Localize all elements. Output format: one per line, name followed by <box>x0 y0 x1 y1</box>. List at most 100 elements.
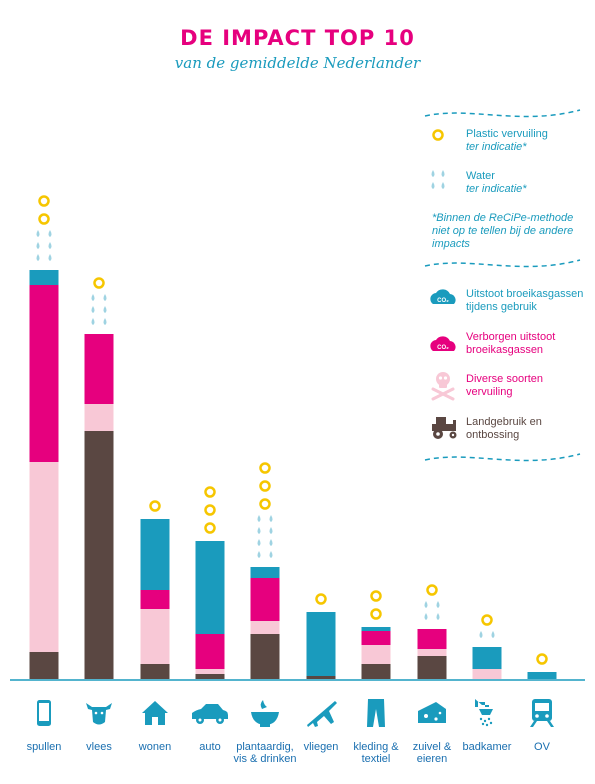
plastic-ring-1-0 <box>93 277 105 289</box>
plastic-ring-0-1 <box>38 195 50 207</box>
bar-segment-6-2 <box>361 631 391 645</box>
bar-segment-5-3 <box>306 612 336 676</box>
bar-segment-3-3 <box>195 541 225 634</box>
legend-divider-top <box>424 109 581 118</box>
water-drop-0-1-0 <box>36 242 40 249</box>
water-drop-1-0-0 <box>91 318 95 325</box>
category-label-line: kleding & <box>353 741 399 753</box>
bar-segment-2-1 <box>140 609 170 664</box>
water-drop-8-0-1 <box>491 631 495 638</box>
water-drop-1-2-0 <box>91 294 95 301</box>
plastic-ring-3-0 <box>204 522 216 534</box>
category-label-line: plantaardig, <box>236 741 294 753</box>
category-label-1: vlees <box>64 741 134 753</box>
legend-water: Water ter indicatie* <box>466 170 527 196</box>
page-subtitle: van de gemiddelde Nederlander <box>174 54 421 72</box>
category-label-line: vlees <box>86 741 112 753</box>
legend-land-icon <box>432 417 457 439</box>
water-drop-4-0-0 <box>257 551 261 558</box>
bar-segment-3-1 <box>195 669 225 674</box>
bar-segment-0-1 <box>29 462 59 652</box>
shower-icon <box>475 699 493 727</box>
bar-segment-1-0 <box>84 431 114 679</box>
bar-segment-8-1 <box>472 669 502 679</box>
trousers-icon <box>367 699 385 727</box>
category-label-line: vis & drinken <box>233 753 297 765</box>
legend-plastic-icon <box>432 129 444 141</box>
legend-pollution-icon <box>431 372 455 401</box>
house-icon <box>142 701 168 725</box>
plastic-ring-3-2 <box>204 486 216 498</box>
plastic-ring-4-2 <box>259 462 271 474</box>
category-label-0: spullen <box>9 741 79 753</box>
plastic-ring-6-1 <box>370 590 382 602</box>
legend-pollution-label: Diverse soorten vervuiling <box>466 373 544 398</box>
water-drop-7-0-1 <box>436 613 440 620</box>
bar-segment-4-1 <box>250 621 280 634</box>
page-title: DE IMPACT TOP 10 <box>180 26 415 50</box>
legend-land-label: Landgebruik en ontbossing <box>466 416 542 441</box>
category-label-5: vliegen <box>286 741 356 753</box>
category-label-line: OV <box>534 741 550 753</box>
bar-segment-3-2 <box>195 634 225 669</box>
bar-segment-0-0 <box>29 652 59 679</box>
bar-area <box>29 270 557 679</box>
water-drop-1-2-1 <box>103 294 107 301</box>
water-drop-0-0-1 <box>48 254 52 261</box>
water-drop-4-1-1 <box>269 539 273 546</box>
water-drop-8-0-0 <box>479 631 483 638</box>
category-label-3: auto <box>175 741 245 753</box>
bar-segment-4-0 <box>250 634 280 679</box>
cow-icon <box>86 703 112 725</box>
bar-segment-0-2 <box>29 285 59 462</box>
legend-co2-hidden-icon: CO₂ <box>430 336 456 351</box>
category-label-line: zuivel & <box>412 741 452 753</box>
legend-footnote: *Binnen de ReCiPe-methode niet op te tel… <box>432 212 574 250</box>
category-label-6: kleding & textiel <box>341 741 411 765</box>
water-drop-7-1-1 <box>436 601 440 608</box>
category-label-9: OV <box>507 741 577 753</box>
bar-segment-5-0 <box>306 676 336 679</box>
water-drop-4-2-0 <box>257 527 261 534</box>
category-label-line: auto <box>199 741 221 753</box>
water-drop-4-1-0 <box>257 539 261 546</box>
legend-co2-hidden-label: Verborgen uitstoot broeikasgassen <box>466 331 556 356</box>
plastic-ring-8-0 <box>481 614 493 626</box>
svg-text:CO₂: CO₂ <box>437 345 449 351</box>
category-label-4: plantaardig, vis & drinken <box>230 741 300 765</box>
legend-plastic: Plastic vervuiling ter indicatie* <box>466 128 548 154</box>
water-drop-1-1-0 <box>91 306 95 313</box>
bar-segment-6-0 <box>361 664 391 679</box>
plastic-ring-7-0 <box>426 584 438 596</box>
category-label-8: badkamer <box>452 741 522 753</box>
bar-segment-7-1 <box>417 649 447 656</box>
category-label-line: vliegen <box>303 741 339 753</box>
airplane-icon <box>307 701 337 727</box>
water-drop-4-3-1 <box>269 515 273 522</box>
plastic-ring-0-0 <box>38 213 50 225</box>
category-label-2: wonen <box>120 741 190 753</box>
category-label-line: eieren <box>416 753 448 765</box>
plastic-ring-9-0 <box>536 653 548 665</box>
water-drop-0-2-0 <box>36 230 40 237</box>
train-icon <box>530 699 554 727</box>
bar-segment-8-3 <box>472 647 502 669</box>
water-drop-0-0-0 <box>36 254 40 261</box>
water-drop-7-0-0 <box>424 613 428 620</box>
plastic-ring-4-1 <box>259 480 271 492</box>
legend-plastic-note: ter indicatie* <box>466 141 527 153</box>
legend-divider-bottom <box>424 453 581 462</box>
cheese-icon <box>418 702 446 723</box>
plastic-ring-5-0 <box>315 593 327 605</box>
bar-segment-9-3 <box>527 672 557 679</box>
water-drop-7-1-0 <box>424 601 428 608</box>
bar-segment-1-2 <box>84 334 114 404</box>
water-drop-4-3-0 <box>257 515 261 522</box>
bar-segment-0-3 <box>29 270 59 285</box>
plastic-ring-4-0 <box>259 498 271 510</box>
legend-co2-use-icon: CO₂ <box>430 289 456 304</box>
water-drop-0-1-1 <box>48 242 52 249</box>
bar-segment-7-0 <box>417 656 447 679</box>
legend-water-label: Water <box>466 170 495 182</box>
water-drop-1-1-1 <box>103 306 107 313</box>
